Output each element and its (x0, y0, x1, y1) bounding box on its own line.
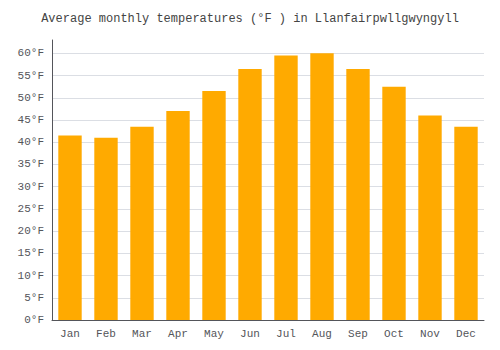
svg-text:0°F: 0°F (24, 314, 44, 326)
svg-text:20°F: 20°F (18, 225, 44, 237)
svg-text:Average monthly temperatures (: Average monthly temperatures (°F ) in Ll… (41, 12, 459, 26)
svg-text:25°F: 25°F (18, 203, 44, 215)
svg-text:55°F: 55°F (18, 70, 44, 82)
svg-text:Apr: Apr (168, 328, 188, 340)
svg-text:Jun: Jun (240, 328, 260, 340)
svg-text:30°F: 30°F (18, 181, 44, 193)
svg-text:45°F: 45°F (18, 114, 44, 126)
svg-text:Feb: Feb (96, 328, 116, 340)
svg-text:35°F: 35°F (18, 158, 44, 170)
svg-text:Oct: Oct (384, 328, 404, 340)
svg-text:Nov: Nov (420, 328, 440, 340)
svg-text:May: May (204, 328, 224, 340)
svg-text:Aug: Aug (312, 328, 332, 340)
svg-text:Sep: Sep (348, 328, 368, 340)
svg-text:10°F: 10°F (18, 270, 44, 282)
svg-text:15°F: 15°F (18, 247, 44, 259)
svg-text:Dec: Dec (456, 328, 476, 340)
svg-text:Mar: Mar (132, 328, 152, 340)
svg-text:5°F: 5°F (24, 292, 44, 304)
svg-text:Jan: Jan (60, 328, 80, 340)
svg-text:Jul: Jul (276, 328, 296, 340)
svg-text:60°F: 60°F (18, 47, 44, 59)
svg-text:50°F: 50°F (18, 92, 44, 104)
svg-text:40°F: 40°F (18, 136, 44, 148)
